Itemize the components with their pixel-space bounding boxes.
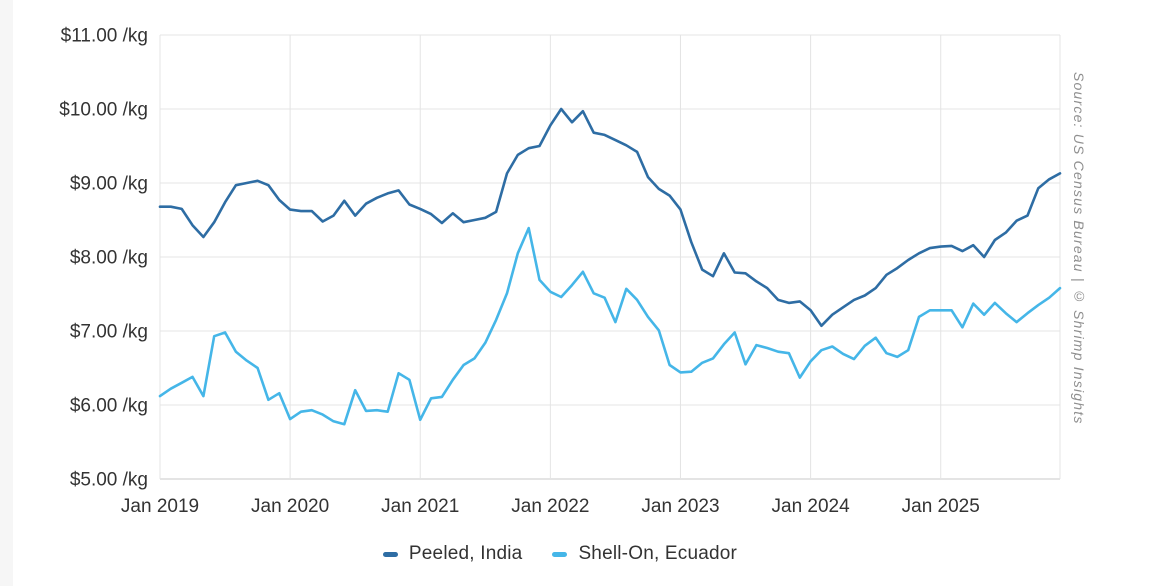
chart-legend: Peeled, India Shell-On, Ecuador <box>0 538 1120 570</box>
legend-item-peeled-india: Peeled, India <box>382 543 523 565</box>
window-edge <box>0 0 13 586</box>
y-tick-label: $8.00 /kg <box>70 248 148 269</box>
y-tick-label: $6.00 /kg <box>70 396 148 417</box>
x-tick-label: Jan 2022 <box>511 496 589 517</box>
legend-item-shellon-ecuador: Shell-On, Ecuador <box>552 543 737 565</box>
y-tick-label: $5.00 /kg <box>70 470 148 491</box>
y-tick-label: $7.00 /kg <box>70 322 148 343</box>
x-tick-label: Jan 2024 <box>772 496 851 517</box>
legend-marker-peeled-india <box>382 551 398 557</box>
series-line-shell-on-ecuador <box>158 226 1062 426</box>
x-tick-label: Jan 2021 <box>381 496 459 517</box>
series-line-peeled-india <box>158 107 1062 328</box>
shrimp-price-line-chart: $11.00 /kg $10.00 /kg $9.00 /kg $8.00 /kg $7… <box>59 26 1062 517</box>
x-tick-label: Jan 2020 <box>251 496 329 517</box>
legend-marker-shellon-ecuador <box>552 551 568 557</box>
legend-label-shellon-ecuador: Shell-On, Ecuador <box>578 543 738 564</box>
legend-label-peeled-india: Peeled, India <box>408 543 523 564</box>
x-tick-label: Jan 2025 <box>902 496 980 517</box>
y-tick-label: $11.00 /kg <box>61 26 148 47</box>
x-tick-label: Jan 2023 <box>641 496 719 517</box>
x-tick-label: Jan 2019 <box>121 496 199 517</box>
y-tick-label: $9.00 /kg <box>70 174 148 195</box>
y-tick-label: $10.00 /kg <box>59 100 148 121</box>
source-attribution: Source: US Census Bureau | © Shrimp Insi… <box>1071 72 1087 425</box>
